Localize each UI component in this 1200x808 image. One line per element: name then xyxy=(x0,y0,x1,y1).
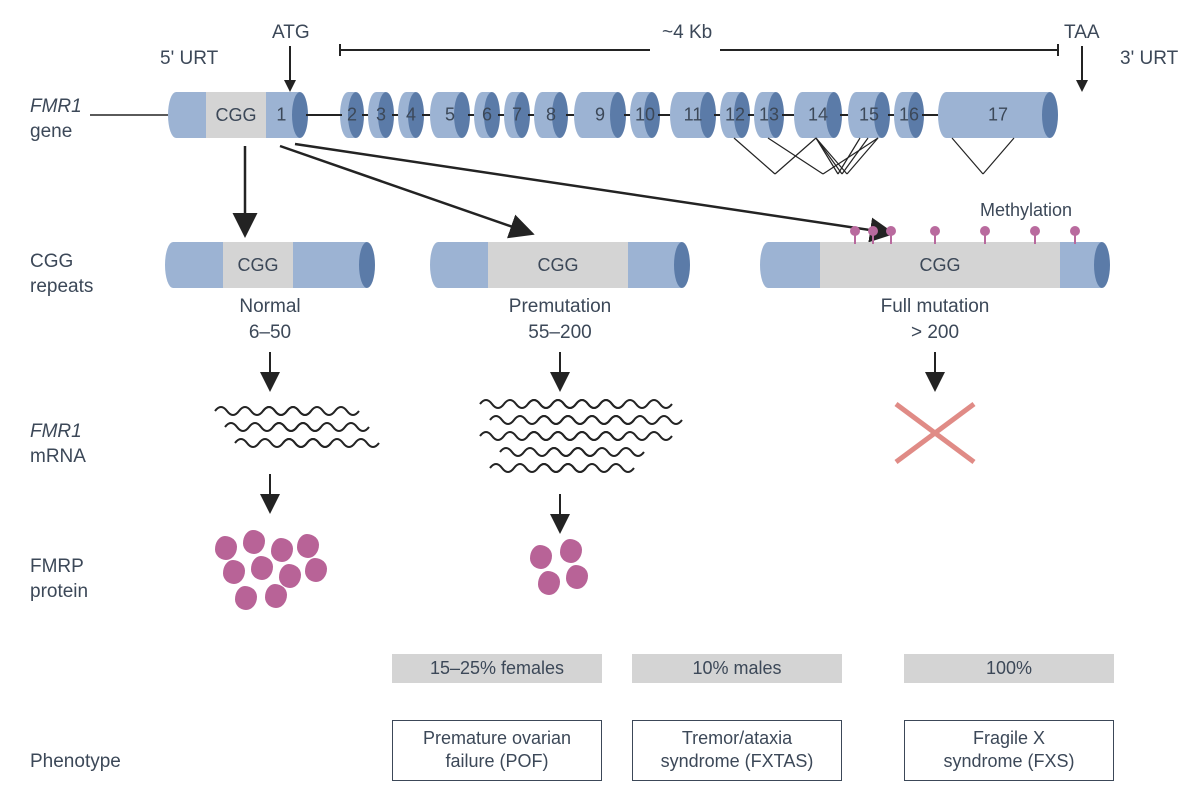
exon-1-num: 1 xyxy=(276,105,286,126)
protein-blob xyxy=(235,586,257,610)
protein-blob xyxy=(271,538,293,562)
label-fmr1-mrna: FMR1 mRNA xyxy=(30,420,86,469)
methylation-mark xyxy=(980,226,990,244)
variants-row: CGG CGG CGG xyxy=(20,242,1180,288)
exon-10: 10 xyxy=(630,92,660,138)
protein-premutation xyxy=(530,545,610,605)
label-phenotype: Phenotype xyxy=(30,750,121,775)
protein-blob xyxy=(223,560,245,584)
protein-blob xyxy=(215,536,237,560)
protein-blob xyxy=(530,545,552,569)
full-mutation-label: Full mutation > 200 xyxy=(760,294,1110,345)
exon-6: 6 xyxy=(474,92,500,138)
exon-3: 3 xyxy=(368,92,394,138)
pct-pof: 15–25% females xyxy=(392,654,602,683)
premutation-label: Premutation 55–200 xyxy=(430,294,690,345)
exon-16: 16 xyxy=(894,92,924,138)
methylation-mark xyxy=(1070,226,1080,244)
protein-blob xyxy=(305,558,327,582)
pheno-pof: Premature ovarianfailure (POF) xyxy=(392,720,602,781)
protein-blob xyxy=(251,556,273,580)
exon-8: 8 xyxy=(534,92,568,138)
variant-arrows xyxy=(20,138,1200,248)
exon-13: 13 xyxy=(754,92,784,138)
protein-blob xyxy=(265,584,287,608)
mrna-arrows xyxy=(20,348,1200,398)
exon-5: 5 xyxy=(430,92,470,138)
variant-cyl: CGG xyxy=(430,242,690,288)
normal-label: Normal 6–50 xyxy=(165,294,375,345)
methylation-mark xyxy=(1030,226,1040,244)
exon-7: 7 xyxy=(504,92,530,138)
mrna-normal xyxy=(215,405,355,465)
exon-2: 2 xyxy=(340,92,364,138)
x-mark xyxy=(890,398,980,468)
exon-17: 17 xyxy=(938,92,1058,138)
variant-cyl: CGG xyxy=(165,242,375,288)
label-fmrp-protein: FMRP protein xyxy=(30,555,88,604)
exon-14: 14 xyxy=(794,92,842,138)
label-methylation: Methylation xyxy=(980,200,1072,221)
gene-row: CGG 1 234567891011121314151617 xyxy=(20,92,1180,138)
methylation-mark xyxy=(930,226,940,244)
protein-blob xyxy=(279,564,301,588)
pct-fxtas: 10% males xyxy=(632,654,842,683)
pct-fxs: 100% xyxy=(904,654,1114,683)
exon-4: 4 xyxy=(398,92,424,138)
methylation-mark xyxy=(850,226,860,244)
protein-blob xyxy=(538,571,560,595)
protein-blob xyxy=(297,534,319,558)
protein-blob xyxy=(560,539,582,563)
exon-9: 9 xyxy=(574,92,626,138)
exon-11: 11 xyxy=(670,92,716,138)
protein-blob xyxy=(243,530,265,554)
methylation-mark xyxy=(868,226,878,244)
fmr1-diagram: FMR1 gene CGG repeats FMR1 mRNA FMRP pro… xyxy=(20,20,1180,788)
protein-normal xyxy=(215,530,335,620)
exon-12: 12 xyxy=(720,92,750,138)
exon-15: 15 xyxy=(848,92,890,138)
protein-blob xyxy=(566,565,588,589)
variant-cyl: CGG xyxy=(760,242,1110,288)
pheno-fxtas: Tremor/ataxiasyndrome (FXTAS) xyxy=(632,720,842,781)
protein-arrows xyxy=(20,470,1200,520)
pheno-fxs: Fragile Xsyndrome (FXS) xyxy=(904,720,1114,781)
methylation-mark xyxy=(886,226,896,244)
